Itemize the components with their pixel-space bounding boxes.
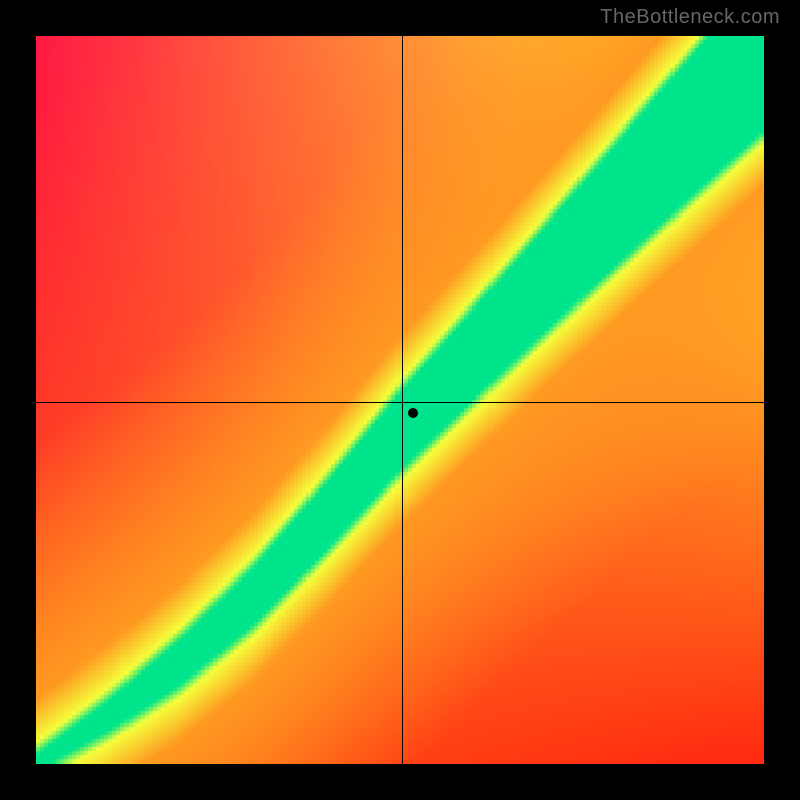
- data-point-marker: [408, 408, 418, 418]
- crosshair-horizontal: [36, 402, 764, 403]
- crosshair-vertical: [402, 36, 403, 764]
- chart-container: TheBottleneck.com: [0, 0, 800, 800]
- heatmap-canvas: [36, 36, 764, 764]
- plot-area: [36, 36, 764, 764]
- watermark-text: TheBottleneck.com: [600, 6, 780, 29]
